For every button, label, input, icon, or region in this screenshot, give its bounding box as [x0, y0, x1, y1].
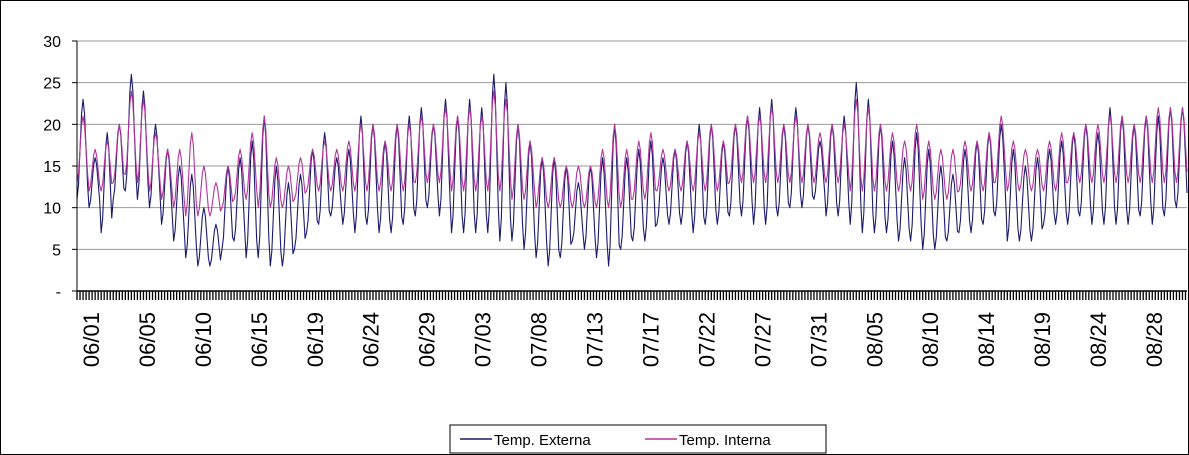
x-tick-label: 07/27 — [750, 312, 775, 367]
y-tick-label: 30 — [43, 34, 61, 51]
y-tick-labels: - 5 10 15 20 25 30 — [43, 34, 61, 301]
x-tick-label: 08/10 — [918, 312, 943, 367]
x-tick-label: 06/10 — [191, 312, 216, 367]
x-tick-label: 06/29 — [415, 312, 440, 367]
grid — [77, 40, 1187, 250]
legend-label: Temp. Externa — [494, 432, 591, 449]
x-tick-label: 06/15 — [247, 312, 272, 367]
x-tick-label: 07/22 — [694, 312, 719, 367]
x-tick-label: 06/24 — [359, 312, 384, 367]
series-line-interna — [76, 90, 1188, 217]
x-tick-label: 08/14 — [974, 312, 999, 367]
y-tick-label: 10 — [43, 201, 61, 218]
x-tick-label: 08/05 — [862, 312, 887, 367]
axes — [72, 40, 1187, 300]
series-layer — [76, 73, 1188, 267]
x-tick-label: 07/03 — [471, 312, 496, 367]
y-tick-label: 25 — [43, 76, 61, 93]
x-tick-label: 08/28 — [1142, 312, 1167, 367]
legend-label: Temp. Interna — [679, 432, 771, 449]
y-tick-label: 5 — [52, 242, 61, 259]
x-tick-label: 07/08 — [527, 312, 552, 367]
x-tick-label: 07/13 — [583, 312, 608, 367]
y-tick-label: 15 — [43, 159, 61, 176]
x-tick-labels: 06/01 06/05 06/10 06/15 06/19 06/24 06/29 07/03… — [79, 312, 1167, 367]
x-tick-label: 08/19 — [1030, 312, 1055, 367]
x-tick-label: 06/05 — [135, 312, 160, 367]
legend: Temp. Externa Temp. Interna — [449, 424, 827, 454]
legend-box — [449, 424, 827, 454]
x-tick-label: 06/19 — [303, 312, 328, 367]
x-tick-label: 07/31 — [806, 312, 831, 367]
x-tick-label: 06/01 — [79, 312, 104, 367]
x-tick-label: 07/17 — [639, 312, 664, 367]
y-tick-label: 20 — [43, 117, 61, 134]
x-tick-label: 08/24 — [1086, 312, 1111, 367]
y-tick-label: - — [56, 284, 61, 301]
series-line-externa — [76, 73, 1188, 267]
